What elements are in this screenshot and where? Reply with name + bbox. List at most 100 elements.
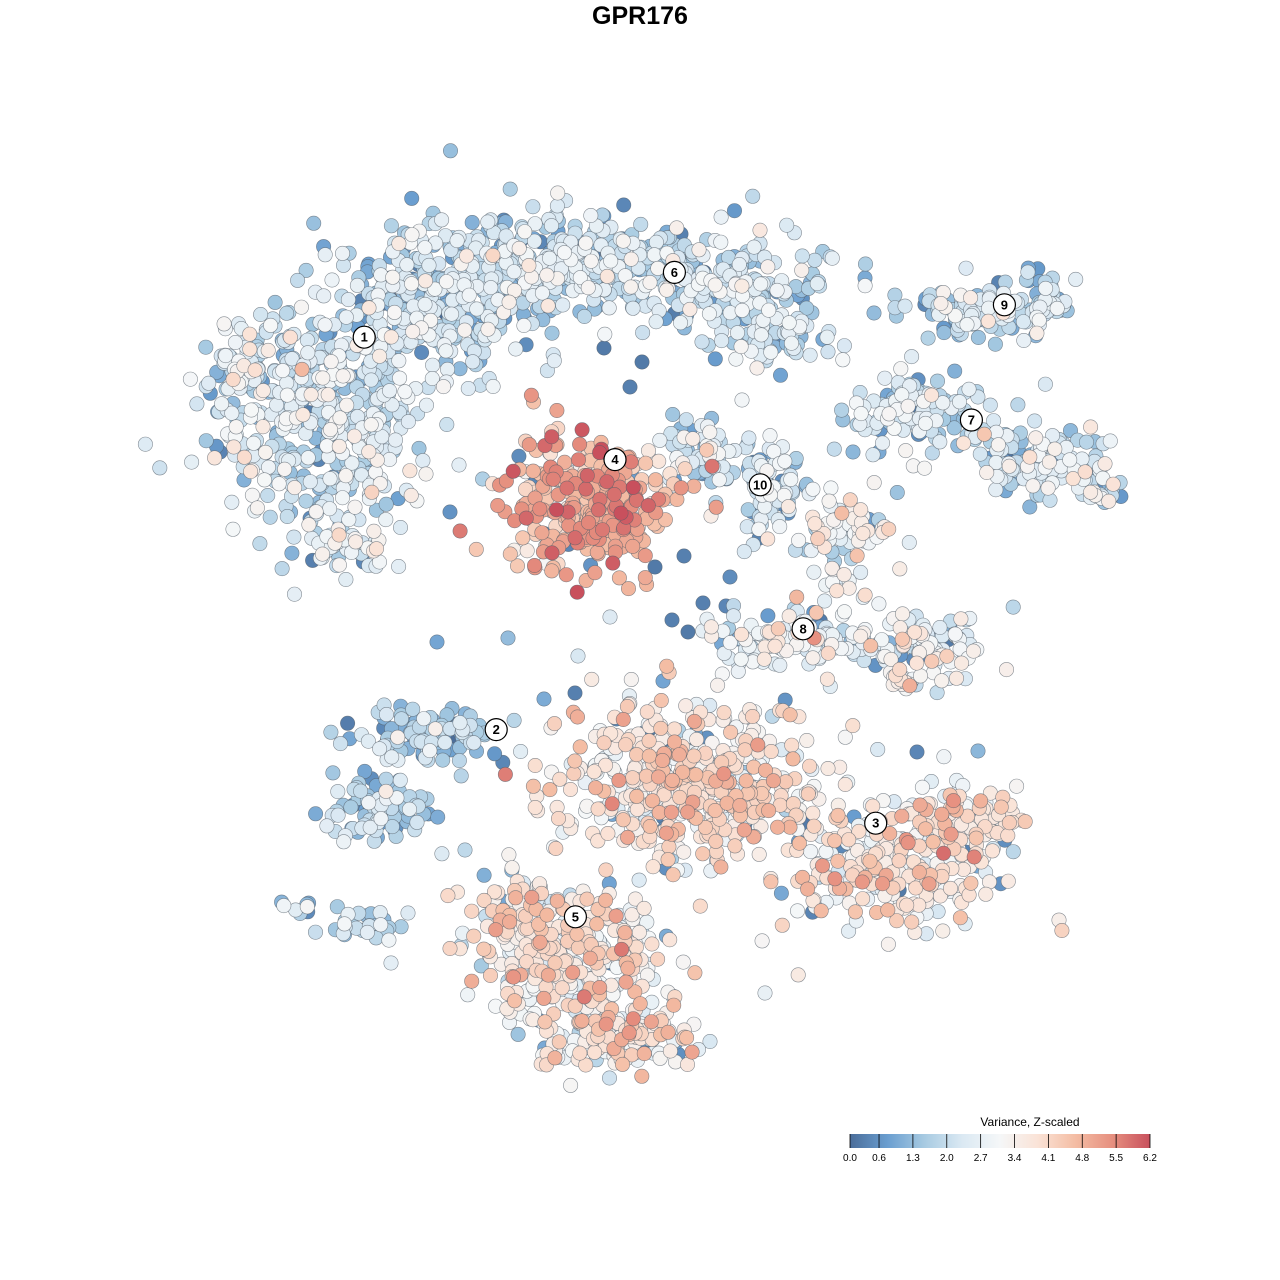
cell-point bbox=[589, 916, 605, 932]
cell-point bbox=[659, 658, 675, 674]
cell-point bbox=[625, 538, 641, 554]
cell-point bbox=[789, 903, 805, 919]
cell-point bbox=[934, 673, 950, 689]
cell-point bbox=[1016, 332, 1032, 348]
cell-point bbox=[592, 979, 608, 995]
cell-point bbox=[511, 240, 527, 256]
cell-point bbox=[189, 396, 205, 412]
cell-point bbox=[827, 871, 843, 887]
cell-point bbox=[866, 475, 882, 491]
cell-point bbox=[650, 951, 666, 967]
cell-point bbox=[1068, 271, 1084, 287]
cell-point bbox=[598, 862, 614, 878]
color-legend: Variance, Z-scaled 0.0 0.6 1.3 2.0 2.7 3.4 4.1… bbox=[843, 1115, 1157, 1164]
cell-point bbox=[993, 799, 1009, 815]
cell-point bbox=[242, 326, 258, 342]
legend-tick-label: 5.5 bbox=[1109, 1153, 1123, 1164]
cell-point bbox=[935, 923, 951, 939]
cell-point bbox=[911, 864, 927, 880]
cell-point bbox=[606, 486, 622, 502]
cell-point bbox=[567, 753, 583, 769]
cell-point bbox=[368, 541, 384, 557]
cell-point bbox=[401, 801, 417, 817]
cell-point bbox=[439, 416, 455, 432]
cell-point bbox=[579, 891, 595, 907]
cell-point bbox=[921, 876, 937, 892]
cell-point bbox=[1105, 476, 1121, 492]
cell-point bbox=[680, 624, 696, 640]
cell-point bbox=[427, 721, 443, 737]
cell-point bbox=[708, 833, 724, 849]
cell-point bbox=[527, 799, 543, 815]
cluster-label-8: 8 bbox=[791, 617, 815, 641]
cell-point bbox=[900, 835, 916, 851]
cell-point bbox=[1047, 441, 1063, 457]
cell-point bbox=[782, 707, 798, 723]
cell-point bbox=[404, 227, 420, 243]
cell-point bbox=[227, 334, 243, 350]
cell-point bbox=[501, 847, 517, 863]
cell-point bbox=[732, 797, 748, 813]
cell-point bbox=[781, 315, 797, 331]
cell-point bbox=[632, 996, 648, 1012]
cell-point bbox=[829, 583, 845, 599]
legend-tick-label: 3.4 bbox=[1008, 1153, 1022, 1164]
cell-point bbox=[570, 452, 586, 468]
cell-point bbox=[300, 345, 316, 361]
cell-point bbox=[372, 741, 388, 757]
cell-point bbox=[677, 461, 693, 477]
cell-point bbox=[383, 955, 399, 971]
cell-point bbox=[331, 557, 347, 573]
cell-point bbox=[623, 251, 639, 267]
cell-point bbox=[547, 1050, 563, 1066]
cell-point bbox=[397, 384, 413, 400]
cell-point bbox=[306, 215, 322, 231]
cell-point bbox=[821, 493, 837, 509]
cell-point bbox=[932, 619, 948, 635]
cell-point bbox=[314, 546, 330, 562]
cell-point bbox=[507, 993, 523, 1009]
cell-point bbox=[527, 757, 543, 773]
cell-point bbox=[621, 1025, 637, 1041]
cell-point bbox=[1009, 778, 1025, 794]
cell-point bbox=[404, 276, 420, 292]
cell-point bbox=[909, 744, 925, 760]
cell-point bbox=[943, 826, 959, 842]
cell-point bbox=[653, 692, 669, 708]
cell-point bbox=[329, 899, 345, 915]
cell-point bbox=[539, 267, 555, 283]
cell-point bbox=[299, 332, 315, 348]
cell-point bbox=[894, 606, 910, 622]
cell-point bbox=[842, 492, 858, 508]
cell-point bbox=[647, 559, 663, 575]
cell-point bbox=[430, 809, 446, 825]
cell-point bbox=[661, 839, 677, 855]
cell-point bbox=[451, 457, 467, 473]
cell-point bbox=[256, 472, 272, 488]
cell-point bbox=[274, 561, 290, 577]
cell-point bbox=[540, 298, 556, 314]
cell-point bbox=[236, 449, 252, 465]
cell-point bbox=[707, 277, 723, 293]
cell-point bbox=[214, 396, 230, 412]
cell-point bbox=[763, 743, 779, 759]
cell-point bbox=[620, 581, 636, 597]
cell-point bbox=[323, 724, 339, 740]
cell-point bbox=[442, 143, 458, 159]
cell-point bbox=[877, 370, 893, 386]
cell-point bbox=[660, 1024, 676, 1040]
cell-point bbox=[303, 387, 319, 403]
cell-point bbox=[783, 471, 799, 487]
cell-point bbox=[752, 222, 768, 238]
cell-point bbox=[767, 638, 783, 654]
cell-point bbox=[980, 313, 996, 329]
cell-point bbox=[349, 277, 365, 293]
cell-point bbox=[794, 262, 810, 278]
cell-point bbox=[521, 257, 537, 273]
cell-point bbox=[415, 453, 431, 469]
cell-point bbox=[654, 752, 670, 768]
cell-point bbox=[184, 454, 200, 470]
cell-point bbox=[532, 501, 548, 517]
cell-point bbox=[912, 797, 928, 813]
cell-point bbox=[255, 383, 271, 399]
